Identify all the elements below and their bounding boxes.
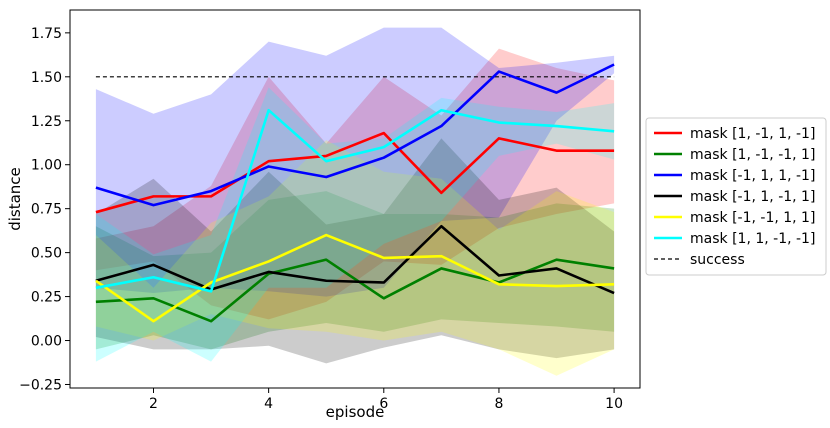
y-axis-title: distance bbox=[6, 167, 24, 231]
y-tick-label: −0.25 bbox=[19, 377, 62, 393]
series-lines bbox=[95, 63, 615, 323]
y-tick-label: 0.00 bbox=[31, 334, 62, 350]
y-tick-label: 0.50 bbox=[31, 246, 62, 262]
legend-label: success bbox=[690, 252, 745, 268]
legend-label: mask [-1, 1, -1, 1] bbox=[690, 189, 815, 205]
band-series-4 bbox=[95, 138, 615, 364]
confidence-bands bbox=[95, 27, 615, 376]
x-tick-label: 8 bbox=[494, 396, 503, 412]
band-series-3 bbox=[95, 27, 615, 297]
x-tick-label: 4 bbox=[264, 396, 273, 412]
band-series-5 bbox=[95, 140, 615, 376]
series-line-4 bbox=[95, 224, 615, 295]
series-line-3 bbox=[95, 63, 615, 207]
series-line-5 bbox=[95, 233, 615, 323]
legend-label: mask [-1, 1, 1, -1] bbox=[690, 168, 815, 184]
y-tick-label: 0.75 bbox=[31, 202, 62, 218]
band-series-1 bbox=[95, 48, 615, 320]
band-series-6 bbox=[95, 87, 615, 362]
x-tick-label: 6 bbox=[379, 396, 388, 412]
x-tick-label: 10 bbox=[605, 396, 623, 412]
series-line-1 bbox=[95, 131, 615, 214]
legend-label: mask [1, 1, -1, -1] bbox=[690, 231, 815, 247]
x-tick-label: 2 bbox=[149, 396, 158, 412]
legend-box bbox=[645, 117, 827, 276]
x-axis: 2 4 6 8 10 bbox=[149, 388, 623, 412]
y-tick-label: 1.75 bbox=[31, 26, 62, 42]
plot-frame bbox=[69, 9, 641, 389]
y-tick-label: 1.00 bbox=[31, 158, 62, 174]
y-tick-label: 1.50 bbox=[31, 70, 62, 86]
x-axis-title: episode bbox=[326, 403, 385, 421]
legend: mask [1, -1, 1, -1] mask [1, -1, -1, 1] ma… bbox=[645, 117, 827, 276]
y-tick-label: 0.25 bbox=[31, 290, 62, 306]
series-line-6 bbox=[95, 108, 615, 293]
legend-label: mask [1, -1, -1, 1] bbox=[690, 147, 815, 163]
y-tick-label: 1.25 bbox=[31, 114, 62, 130]
y-axis: −0.25 0.00 0.25 0.50 0.75 1.00 1.25 1.50 1.75 bbox=[19, 26, 70, 393]
legend-label: mask [-1, -1, 1, 1] bbox=[690, 210, 815, 226]
legend-label: mask [1, -1, 1, -1] bbox=[690, 126, 815, 142]
